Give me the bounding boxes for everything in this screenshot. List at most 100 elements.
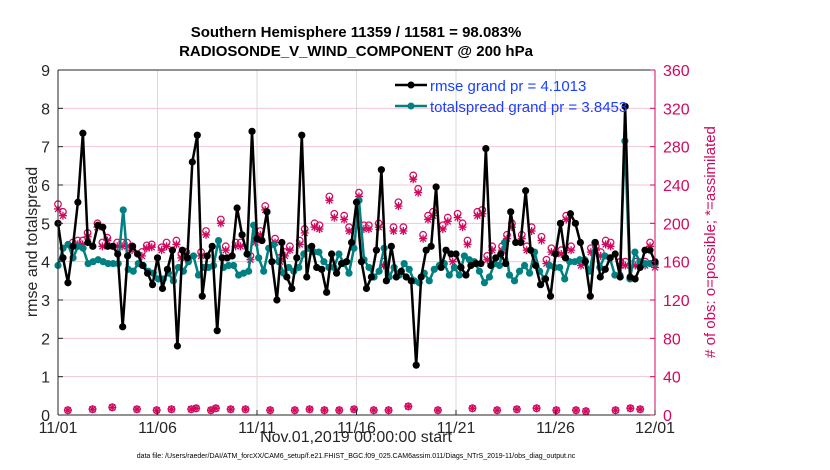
obs-assimilated-marker	[572, 406, 581, 415]
asterisk-stroke	[385, 406, 393, 414]
obs-assimilated-marker	[192, 404, 201, 413]
asterisk-stroke	[434, 406, 442, 414]
rmse-point	[59, 254, 67, 262]
rmse-point	[472, 259, 480, 268]
rmse-point	[263, 208, 271, 216]
obs-assimilated-marker	[330, 213, 339, 222]
rmse-point	[541, 275, 550, 283]
rmse-point	[188, 158, 196, 166]
chart-title-line2: RADIOSONDE_V_WIND_COMPONENT @ 200 hPa	[179, 43, 534, 60]
obs-assimilated-marker	[369, 406, 378, 415]
spread-point	[500, 238, 509, 247]
asterisk-stroke	[538, 237, 545, 245]
spread-point	[194, 271, 203, 279]
asterisk-stroke	[419, 235, 427, 243]
obs-assimilated-marker	[305, 405, 314, 414]
rmse-point	[342, 258, 351, 266]
obs-assimilated-marker	[552, 406, 561, 415]
rmse-point	[323, 288, 331, 296]
spread-point	[445, 271, 453, 279]
asterisk-stroke	[108, 403, 116, 411]
rmse-point	[546, 292, 555, 300]
asterisk-stroke	[444, 217, 452, 225]
spread-point	[119, 206, 127, 214]
rmse-point	[243, 250, 251, 258]
rmse-point	[571, 219, 580, 227]
rmse-point	[536, 281, 545, 289]
obs-assimilated-marker	[88, 405, 97, 414]
asterisk-stroke	[212, 404, 220, 412]
asterisk-stroke	[439, 225, 447, 233]
obs-assimilated-marker	[611, 406, 620, 415]
obs-assimilated-marker	[458, 223, 467, 232]
obs-assimilated-marker	[419, 234, 428, 243]
rmse-point	[532, 261, 540, 270]
y-axis-label: rmse and totalspread	[24, 167, 41, 317]
y-tick-label-right: 280	[663, 140, 690, 157]
asterisk-stroke	[607, 242, 615, 250]
x-tick-label: 12/01	[635, 420, 675, 437]
asterisk-stroke	[291, 406, 299, 414]
asterisk-stroke	[158, 246, 166, 254]
y-tick-label-right: 0	[663, 408, 672, 425]
asterisk-stroke	[316, 225, 323, 233]
rmse-point	[228, 252, 236, 260]
asterisk-stroke	[325, 196, 333, 204]
rmse-point	[457, 263, 465, 272]
rmse-point	[333, 269, 341, 277]
rmse-point	[248, 127, 256, 135]
rmse-point	[437, 263, 445, 272]
spread-point	[520, 261, 529, 270]
rmse-point	[402, 273, 410, 281]
spread-point	[641, 259, 649, 268]
x-axis-label: Nov.01,2019 00:00:00 start	[260, 429, 452, 446]
legend: rmse grand pr = 4.1013 totalspread grand…	[395, 78, 627, 116]
obs-assimilated-marker	[394, 202, 403, 211]
rmse-point	[347, 238, 356, 247]
asterisk-stroke	[192, 404, 200, 412]
rmse-point	[74, 198, 82, 206]
spread-point	[109, 259, 117, 268]
asterisk-stroke	[612, 406, 619, 414]
rmse-point	[109, 242, 117, 250]
obs-assimilated-marker	[157, 246, 166, 255]
asterisk-stroke	[242, 405, 249, 413]
rmse-point	[482, 144, 490, 153]
asterisk-stroke	[404, 402, 412, 410]
obs-assimilated-marker	[389, 227, 398, 235]
rmse-point	[238, 231, 246, 239]
rmse-point	[278, 238, 286, 247]
series-lines	[54, 102, 659, 369]
asterisk-stroke	[414, 189, 422, 197]
x-tick-label: 11/11	[238, 420, 276, 437]
legend-marker-rmse	[407, 81, 415, 89]
y-tick-label-right: 360	[663, 63, 690, 80]
rmse-point	[173, 342, 181, 350]
rmse-point	[447, 250, 455, 258]
asterisk-stroke	[464, 240, 471, 248]
y-tick-label: 8	[41, 101, 50, 118]
spread-point	[229, 261, 238, 270]
legend-label-rmse: rmse grand pr = 4.1013	[430, 78, 586, 95]
asterisk-stroke	[237, 242, 245, 250]
rmse-point	[318, 265, 326, 273]
asterisk-stroke	[172, 240, 180, 248]
obs-assimilated-marker	[167, 405, 176, 414]
spread-point	[505, 271, 514, 279]
obs-assimilated-marker	[320, 406, 329, 415]
rmse-point	[233, 204, 241, 212]
asterisk-stroke	[98, 242, 106, 250]
rmse-point	[596, 273, 604, 281]
asterisk-stroke	[582, 407, 590, 415]
rmse-point	[148, 281, 157, 289]
spread-point	[335, 250, 343, 258]
obs-assimilated-marker	[63, 406, 72, 415]
asterisk-stroke	[533, 404, 541, 412]
asterisk-stroke	[365, 225, 373, 233]
y-tick-label-right: 160	[663, 255, 690, 272]
asterisk-stroke	[286, 246, 294, 254]
rmse-point	[129, 242, 137, 250]
rmse-point	[64, 279, 72, 287]
y-tick-label-right: 120	[663, 293, 690, 310]
obs-assimilated-marker	[463, 240, 472, 249]
